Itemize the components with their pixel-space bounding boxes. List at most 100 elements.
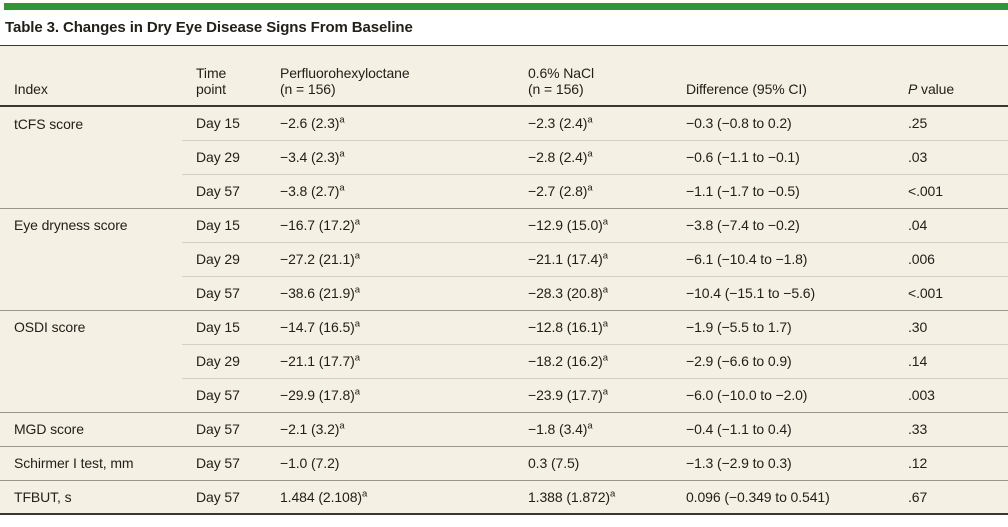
cell-index: TFBUT, s [0,479,182,514]
table-row: Day 29 −27.2 (21.1)a −21.1 (17.4)a −6.1 (−1… [0,241,1008,276]
footnote-marker: a [339,148,345,160]
cell-text: Day 57 [196,387,240,403]
footnote-marker: a [339,420,345,432]
cell-index: MGD score [0,411,182,446]
cell-perfluorohexyloctane: −29.9 (17.8)a [266,377,514,412]
footnote-marker: a [602,284,608,296]
footnote-marker: a [339,114,345,126]
cell-perfluorohexyloctane: −1.0 (7.2) [266,445,514,480]
cell-index: OSDI score [0,309,182,344]
cell-time-point: Day 15 [182,309,266,344]
cell-text: Day 57 [196,455,240,471]
footnote-marker: a [602,386,608,398]
footnote-marker: a [602,250,608,262]
cell-perfluorohexyloctane: 1.484 (2.108)a [266,479,514,514]
table-row: Day 57 −29.9 (17.8)a −23.9 (17.7)a −6.0 (−1… [0,377,1008,412]
cell-text: −12.9 (15.0) [528,217,603,233]
footnote-marker: a [587,420,593,432]
cell-p-value: <.001 [894,275,1008,310]
cell-nacl: −12.8 (16.1)a [514,309,672,344]
cell-nacl: −18.2 (16.2)a [514,343,672,378]
cell-text: Day 57 [196,183,240,199]
cell-index: Eye dryness score [0,207,182,242]
cell-text: Day 15 [196,319,240,335]
cell-text: .25 [908,115,928,132]
cell-nacl: −28.3 (20.8)a [514,275,672,310]
cell-time-point: Day 57 [182,173,266,208]
header-line: Difference (95% CI) [686,81,807,97]
cell-nacl: −2.7 (2.8)a [514,173,672,208]
cell-time-point: Day 57 [182,479,266,514]
cell-p-value: .33 [894,411,1008,446]
cell-nacl: −1.8 (3.4)a [514,411,672,446]
cell-difference: −10.4 (−15.1 to −5.6) [672,275,894,310]
cell-perfluorohexyloctane: −2.1 (3.2)a [266,411,514,446]
cell-p-value: .03 [894,139,1008,174]
cell-text: −2.1 (3.2) [280,421,340,437]
cell-difference: −6.1 (−10.4 to −1.8) [672,241,894,276]
cell-p-value: .67 [894,479,1008,514]
cell-text: −12.8 (16.1) [528,319,603,335]
cell-time-point: Day 15 [182,105,266,140]
footnote-marker: a [354,352,360,364]
cell-text: −2.9 (−6.6 to 0.9) [686,353,792,369]
header-line: Time [196,65,227,81]
cell-text: −23.9 (17.7) [528,387,603,403]
footnote-marker: a [354,216,360,228]
cell-text: −1.8 (3.4) [528,421,588,437]
cell-text: −3.4 (2.3) [280,149,340,165]
cell-difference: −3.8 (−7.4 to −0.2) [672,207,894,242]
cell-text: .30 [908,319,928,335]
cell-index [0,174,182,208]
footnote-marker: a [602,352,608,364]
cell-difference: −0.3 (−0.8 to 0.2) [672,105,894,140]
header-line: point [196,81,226,97]
accent-bar [4,3,1008,10]
cell-nacl: −21.1 (17.4)a [514,241,672,276]
cell-text: −6.1 (−10.4 to −1.8) [686,251,808,267]
cell-text: Day 57 [196,421,240,437]
cell-text: .33 [908,421,928,437]
footnote-marker: a [354,318,360,330]
cell-p-value: <.001 [894,173,1008,208]
cell-text: <.001 [908,285,943,301]
p-italic: P [908,81,918,97]
column-header-perfluorohexyloctane: Perfluorohexyloctane (n = 156) [266,46,514,107]
cell-text: −0.3 (−0.8 to 0.2) [686,115,792,132]
cell-text: −21.1 (17.4) [528,251,603,267]
cell-difference: −1.1 (−1.7 to −0.5) [672,173,894,208]
column-header-difference: Difference (95% CI) [672,46,894,107]
cell-index [0,140,182,174]
column-header-p-value: P value [894,46,1008,107]
table-header: Index Time point Perfluorohexyloctane (n… [0,46,1008,107]
cell-text: −3.8 (2.7) [280,183,340,199]
cell-index: tCFS score [0,105,182,140]
cell-time-point: Day 57 [182,411,266,446]
cell-text: <.001 [908,183,943,199]
header-line: (n = 156) [528,81,584,97]
footnote-marker: a [587,182,593,194]
cell-time-point: Day 57 [182,377,266,412]
column-header-nacl: 0.6% NaCl (n = 156) [514,46,672,107]
cell-text: −28.3 (20.8) [528,285,603,301]
footnote-marker: a [354,250,360,262]
footnote-marker: a [361,488,368,500]
cell-text: −14.7 (16.5) [280,319,355,335]
cell-text: −16.7 (17.2) [280,217,355,233]
footnote-marker: a [602,318,608,330]
cell-index [0,344,182,378]
cell-text: .12 [908,455,928,471]
cell-index: Schirmer I test, mm [0,445,182,480]
cell-text: TFBUT, s [14,488,72,505]
table-title: Table 3. Changes in Dry Eye Disease Sign… [0,10,1008,46]
cell-perfluorohexyloctane: −16.7 (17.2)a [266,207,514,242]
cell-text: 0.096 (−0.349 to 0.541) [686,488,830,505]
cell-text: −2.8 (2.4) [528,149,588,165]
cell-time-point: Day 29 [182,139,266,174]
cell-perfluorohexyloctane: −21.1 (17.7)a [266,343,514,378]
cell-text: .003 [908,387,935,403]
cell-text: 1.484 (2.108) [280,488,362,505]
cell-text: −18.2 (16.2) [528,353,603,369]
footnote-marker: a [339,182,345,194]
cell-time-point: Day 15 [182,207,266,242]
